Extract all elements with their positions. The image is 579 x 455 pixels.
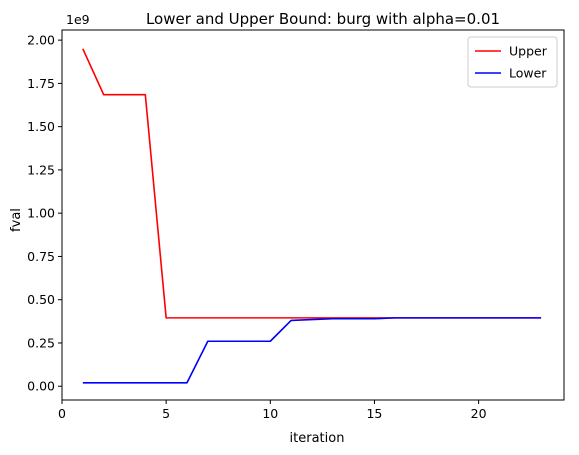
x-tick-label: 20 [471, 406, 487, 421]
y-tick-label: 1.25 [27, 162, 55, 177]
x-tick-label: 5 [162, 406, 170, 421]
legend-frame [467, 36, 558, 88]
plot-area [61, 29, 565, 401]
y-axis-label: fval [9, 208, 24, 232]
x-axis-ticks: 0 5 10 15 20 [58, 400, 487, 421]
x-tick-label: 15 [366, 406, 382, 421]
y-tick-label: 2.00 [27, 33, 55, 48]
x-axis-label: iteration [290, 431, 345, 446]
y-tick-label: 0.00 [27, 379, 55, 394]
y-tick-label: 1.00 [27, 206, 55, 221]
y-tick-label: 1.75 [27, 76, 55, 91]
y-tick-label: 0.50 [27, 292, 55, 307]
series-line-upper [82, 48, 542, 319]
legend: Upper Lower [467, 36, 558, 88]
y-offset-label: 1e9 [66, 12, 90, 27]
y-axis-ticks: 0.00 0.25 0.50 0.75 1.00 1.25 1.50 1.75 2.00 [27, 33, 62, 394]
chart-title: Lower and Upper Bound: burg with alpha=0… [146, 10, 500, 28]
y-tick-label: 0.75 [27, 249, 55, 264]
series-layer [82, 48, 542, 384]
x-tick-label: 0 [58, 406, 66, 421]
legend-label: Upper [509, 44, 548, 59]
legend-label: Lower [509, 66, 547, 81]
y-tick-label: 0.25 [27, 335, 55, 350]
y-tick-label: 1.50 [27, 119, 55, 134]
x-tick-label: 10 [262, 406, 278, 421]
plot-frame [61, 29, 565, 401]
series-line-lower [82, 317, 542, 384]
